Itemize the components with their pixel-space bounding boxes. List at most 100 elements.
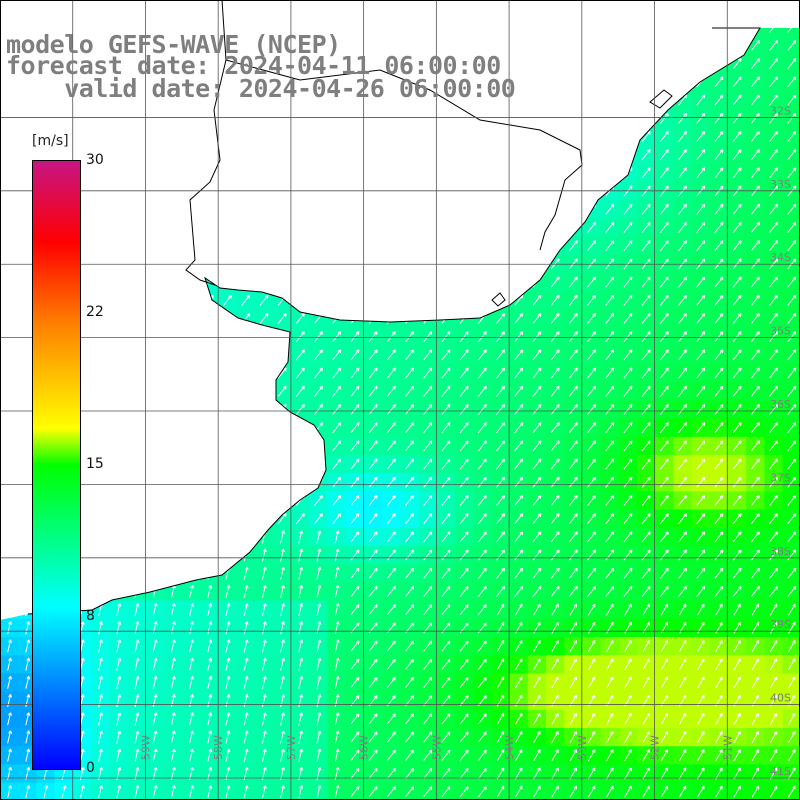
wind-arrow (405, 240, 414, 252)
wind-arrow (314, 294, 323, 306)
wind-arrow (350, 604, 360, 616)
wind-arrow (314, 349, 323, 361)
wind-arrow (314, 149, 323, 161)
wind-arrow (496, 513, 505, 525)
wind-arrow (514, 513, 524, 525)
wind-arrow (459, 331, 469, 343)
wind-arrow (550, 422, 560, 434)
wind-arrow (659, 294, 669, 306)
latitude-label: 38S (770, 545, 791, 558)
wind-arrow (277, 403, 287, 415)
colorbar-tick-0: 0 (86, 760, 95, 776)
wind-arrow (659, 513, 669, 525)
wind-arrow (769, 331, 778, 343)
wind-arrow (22, 494, 32, 506)
wind-arrow (678, 531, 687, 543)
wind-arrow (25, 548, 31, 562)
wind-arrow (496, 585, 505, 597)
wind-arrow (605, 385, 615, 397)
wind-arrow (423, 422, 433, 434)
wind-arrow (386, 531, 396, 543)
wind-arrow (514, 531, 524, 543)
wind-arrow (386, 294, 396, 306)
wind-arrow (587, 494, 596, 506)
wind-arrow (186, 403, 196, 415)
wind-arrow (441, 349, 451, 361)
wind-arrow (732, 440, 742, 452)
wind-arrow (132, 130, 141, 142)
wind-arrow (787, 549, 797, 561)
wind-arrow (587, 130, 596, 142)
wind-arrow (169, 4, 177, 14)
wind-arrow (95, 367, 105, 379)
wind-arrow (459, 28, 469, 33)
wind-arrow (587, 567, 596, 579)
wind-arrow (568, 39, 578, 51)
wind-arrow (623, 39, 633, 51)
wind-arrow (168, 403, 178, 415)
wind-arrow (243, 675, 249, 689)
wind-arrow (223, 221, 232, 233)
wind-arrow (696, 167, 706, 179)
wind-arrow (207, 785, 213, 799)
wind-arrow (624, 4, 632, 14)
wind-arrow (368, 39, 378, 51)
wind-arrow (225, 530, 231, 544)
wind-arrow (697, 731, 705, 743)
wind-arrow (225, 785, 231, 799)
wind-arrow (441, 676, 451, 688)
wind-arrow (477, 349, 487, 361)
wind-arrow (769, 458, 778, 470)
wind-arrow (769, 312, 778, 324)
wind-arrow (750, 240, 760, 252)
wind-arrow (189, 639, 194, 653)
wind-arrow (186, 385, 196, 397)
wind-arrow (714, 494, 724, 506)
wind-arrow (223, 331, 232, 343)
wind-arrow (514, 749, 523, 762)
wind-arrow (751, 621, 760, 634)
wind-arrow (4, 240, 14, 252)
wind-arrow (150, 367, 160, 379)
wind-arrow (350, 349, 360, 361)
wind-arrow (678, 440, 687, 452)
wind-arrow (152, 603, 158, 617)
wind-arrow (441, 167, 451, 179)
wind-arrow (259, 149, 269, 161)
wind-arrow (496, 731, 505, 743)
wind-arrow (569, 676, 577, 689)
wind-arrow (168, 513, 178, 525)
wind-arrow (678, 403, 687, 415)
wind-arrow (623, 549, 633, 561)
wind-arrow (277, 349, 287, 361)
wind-arrow (678, 458, 687, 470)
wind-arrow (314, 203, 323, 215)
wind-arrow (641, 276, 651, 288)
wind-arrow (259, 367, 269, 379)
wind-arrow (477, 458, 487, 470)
wind-arrow (332, 513, 342, 525)
wind-arrow (641, 531, 651, 543)
wind-arrow (769, 640, 778, 652)
wind-arrow (477, 221, 487, 233)
wind-arrow (316, 712, 322, 726)
wind-arrow (225, 730, 231, 744)
wind-arrow (550, 58, 560, 70)
wind-arrow (623, 203, 633, 215)
wind-arrow (623, 349, 633, 361)
wind-arrow (224, 4, 232, 14)
wind-arrow (368, 28, 378, 33)
wind-arrow (368, 513, 378, 525)
wind-arrow (150, 403, 160, 415)
wind-arrow (116, 621, 122, 635)
wind-arrow (569, 785, 577, 798)
wind-arrow (496, 312, 505, 324)
wind-arrow (170, 548, 176, 562)
wind-arrow (241, 494, 251, 506)
wind-arrow (732, 94, 742, 106)
wind-arrow (332, 276, 342, 288)
wind-arrow (223, 458, 232, 470)
wind-arrow (788, 603, 796, 616)
wind-arrow (22, 385, 32, 397)
wind-arrow (7, 657, 12, 671)
